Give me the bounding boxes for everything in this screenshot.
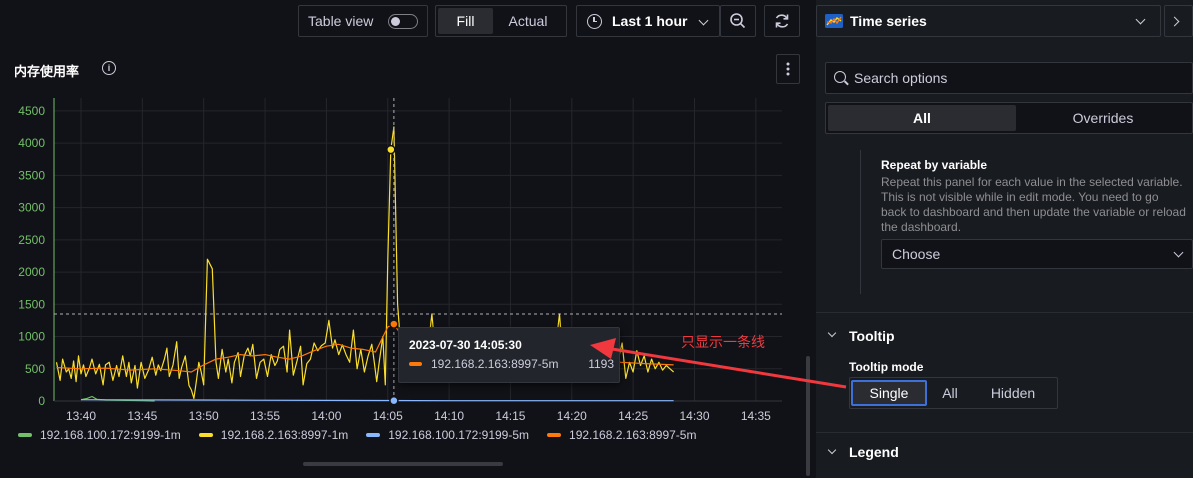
x-tick-label: 13:55 (250, 409, 280, 420)
time-series-icon (825, 14, 843, 28)
search-icon (834, 71, 846, 83)
tooltip-row: 192.168.2.163:8997-5m 1193 (409, 357, 614, 371)
zoom-out-button[interactable] (720, 5, 756, 37)
collapse-options-button[interactable] (1164, 5, 1193, 37)
refresh-icon (775, 14, 789, 28)
search-options-input[interactable]: Search options (825, 62, 1193, 94)
tooltip-mode-radio-group: Single All Hidden (849, 377, 1058, 409)
toggle-switch[interactable] (388, 14, 418, 29)
y-tick-label: 500 (25, 362, 45, 376)
chevron-down-icon (1135, 14, 1146, 25)
panel-title[interactable]: 内存使用率 (14, 64, 80, 79)
legend-item[interactable]: 192.168.100.172:9199-1m (18, 428, 181, 442)
visualization-picker[interactable]: Time series (816, 5, 1161, 37)
chevron-down-icon (698, 15, 709, 26)
legend-section-title[interactable]: Legend (849, 444, 899, 460)
hover-point (386, 144, 396, 155)
tooltip-mode-all[interactable]: All (942, 385, 958, 401)
chevron-down-icon (1173, 247, 1184, 258)
chart-tooltip: 2023-07-30 14:05:30 192.168.2.163:8997-5… (398, 327, 620, 383)
section-divider (816, 312, 1193, 313)
y-tick-label: 2000 (18, 265, 45, 279)
clock-icon (587, 13, 602, 29)
legend-swatch (18, 433, 32, 437)
chart-legend: 192.168.100.172:9199-1m 192.168.2.163:899… (18, 428, 714, 442)
tooltip-mode-single[interactable]: Single (851, 380, 927, 406)
x-tick-label: 13:50 (189, 409, 219, 420)
horizontal-scrollbar[interactable] (303, 462, 503, 466)
x-tick-label: 13:45 (127, 409, 157, 420)
tooltip-value: 1193 (588, 357, 614, 371)
x-tick-label: 14:35 (741, 409, 771, 420)
legend-item[interactable]: 192.168.2.163:8997-1m (198, 428, 349, 442)
x-tick-label: 14:30 (679, 409, 709, 420)
y-tick-label: 4000 (18, 136, 45, 150)
panel-menu-button[interactable] (776, 54, 800, 84)
visualization-name: Time series (850, 13, 927, 29)
choose-placeholder: Choose (892, 246, 941, 262)
x-tick-label: 14:15 (495, 409, 525, 420)
time-range-label: Last 1 hour (612, 13, 688, 29)
panel-toolbar: Table view Fill Actual Last 1 hour (0, 0, 806, 42)
table-view-toggle[interactable]: Table view (298, 5, 428, 37)
x-tick-label: 14:25 (618, 409, 648, 420)
legend-label: 192.168.100.172:9199-1m (40, 428, 181, 442)
y-tick-label: 1500 (18, 297, 45, 311)
y-tick-label: 3000 (18, 201, 45, 215)
tooltip-mode-hidden[interactable]: Hidden (990, 385, 1036, 401)
fill-actual-switch: Fill Actual (435, 5, 567, 37)
zoom-out-icon (730, 13, 746, 29)
hover-point (389, 319, 399, 329)
search-placeholder: Search options (854, 70, 948, 86)
y-tick-label: 1000 (18, 330, 45, 344)
legend-swatch (547, 433, 562, 437)
x-tick-label: 14:10 (434, 409, 464, 420)
tab-overrides[interactable]: Overrides (1072, 110, 1134, 126)
annotation-text: 只显示一条线 (681, 334, 765, 350)
time-range-picker[interactable]: Last 1 hour (576, 5, 720, 37)
fill-button[interactable]: Fill (438, 8, 493, 34)
tooltip-series-name: 192.168.2.163:8997-5m (431, 357, 559, 371)
repeat-options-group (860, 150, 1193, 294)
x-tick-label: 14:00 (311, 409, 341, 420)
repeat-variable-select[interactable]: Choose (881, 239, 1193, 269)
repeat-by-variable-description: Repeat this panel for each value in the … (881, 175, 1186, 234)
hover-point (389, 395, 399, 406)
repeat-by-variable-label: Repeat by variable (881, 158, 988, 172)
x-tick-label: 13:40 (66, 409, 96, 420)
x-tick-label: 14:05 (373, 409, 403, 420)
tooltip-time: 2023-07-30 14:05:30 (409, 338, 522, 352)
y-tick-label: 3500 (18, 168, 45, 182)
options-tabs: All Overrides (825, 102, 1193, 134)
actual-button[interactable]: Actual (508, 13, 548, 29)
tooltip-section-title[interactable]: Tooltip (849, 328, 895, 344)
legend-label: 192.168.2.163:8997-5m (569, 428, 697, 442)
y-tick-label: 4500 (18, 104, 45, 118)
legend-item[interactable]: 192.168.2.163:8997-5m (547, 428, 696, 442)
vertical-scrollbar[interactable] (806, 356, 810, 476)
legend-item[interactable]: 192.168.100.172:9199-5m (366, 428, 529, 442)
legend-label: 192.168.100.172:9199-5m (388, 428, 530, 442)
series-line (80, 399, 674, 402)
refresh-button[interactable] (764, 5, 800, 37)
x-tick-label: 14:20 (557, 409, 587, 420)
legend-swatch (366, 433, 381, 437)
tooltip-mode-label: Tooltip mode (849, 360, 924, 374)
legend-swatch (198, 433, 213, 437)
info-icon[interactable]: i (102, 61, 116, 75)
y-tick-label: 2500 (18, 233, 45, 247)
kebab-menu-icon (786, 62, 790, 76)
chevron-right-icon (1169, 16, 1180, 27)
tab-all[interactable]: All (828, 105, 1016, 131)
legend-label: 192.168.2.163:8997-1m (220, 428, 349, 442)
tooltip-series-swatch (409, 362, 422, 366)
table-view-label: Table view (308, 13, 374, 29)
y-tick-label: 0 (38, 394, 45, 408)
section-divider (816, 432, 1193, 433)
